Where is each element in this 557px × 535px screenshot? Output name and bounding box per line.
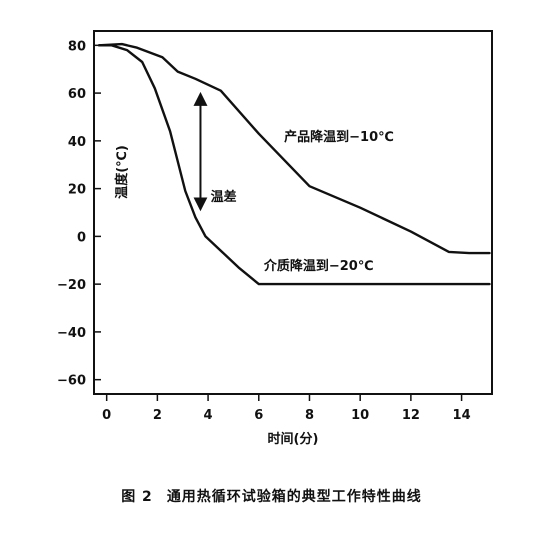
figure-title: 通用热循环试验箱的典型工作特性曲线: [166, 489, 422, 505]
x-axis: 0 2 4 6 8 10 12 14: [102, 394, 471, 423]
x-tick-label: 4: [204, 408, 213, 423]
y-tick-label: 40: [68, 135, 86, 150]
y-axis: 80 60 40 20 0 −20 −40 −60: [57, 39, 101, 389]
series-line-medium: [97, 44, 491, 286]
medium-curve-label: 介质降温到−20℃: [263, 258, 374, 274]
x-tick-label: 12: [402, 408, 420, 423]
series-line-product: [97, 42, 491, 255]
series-layer: [97, 42, 491, 286]
plot-frame: [93, 30, 493, 395]
x-tick-label: 6: [254, 408, 263, 423]
x-tick-label: 0: [102, 408, 111, 423]
y-tick-label: 60: [68, 87, 86, 102]
annotation-layer: 温差 产品降温到−10℃ 介质降温到−20℃: [193, 91, 394, 274]
temperature-difference-label: 温差: [211, 189, 237, 205]
x-tick-label: 8: [305, 408, 314, 423]
figure-caption: 图 2 通用热循环试验箱的典型工作特性曲线: [0, 486, 557, 506]
figure-number: 图 2: [121, 489, 153, 505]
y-tick-label: 80: [68, 39, 86, 54]
y-tick-label: −60: [57, 374, 86, 389]
x-tick-label: 10: [351, 408, 369, 423]
y-axis-label: 温度(℃): [114, 145, 130, 199]
product-curve-label: 产品降温到−10℃: [284, 129, 394, 145]
y-tick-label: −40: [57, 326, 86, 341]
chart: 80 60 40 20 0 −20 −40 −60 0 2 4 6 8 10 12 14 温差 产品降温到−1…: [57, 30, 493, 447]
x-tick-label: 14: [453, 408, 471, 423]
y-tick-label: 20: [68, 183, 86, 198]
y-tick-label: −20: [57, 278, 86, 293]
y-tick-label: 0: [77, 230, 86, 245]
x-axis-label: 时间(分): [268, 431, 319, 447]
x-tick-label: 2: [153, 408, 162, 423]
